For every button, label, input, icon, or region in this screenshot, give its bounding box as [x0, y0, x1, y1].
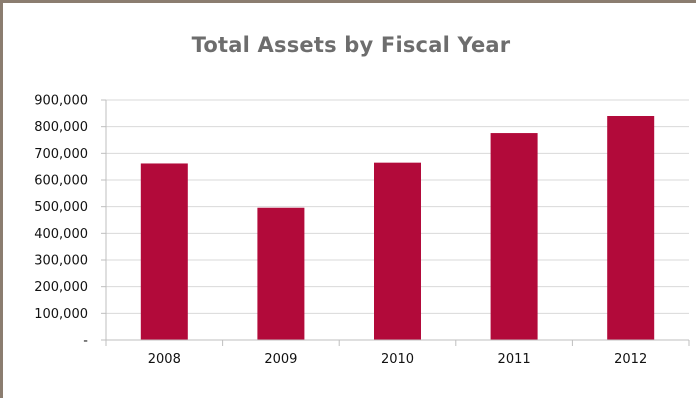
y-tick-label: -	[83, 334, 88, 349]
bars	[140, 116, 655, 340]
y-tick-label: 200,000	[34, 280, 88, 295]
y-tick-label: 400,000	[34, 227, 88, 242]
x-tick-label: 2008	[148, 352, 181, 367]
y-tick-label: 600,000	[34, 174, 88, 189]
bar-2008	[140, 163, 188, 340]
y-tick-label: 300,000	[34, 254, 88, 269]
y-tick-label: 700,000	[34, 147, 88, 162]
bar-2012	[607, 116, 655, 340]
chart-title: Total Assets by Fiscal Year	[191, 33, 511, 57]
x-tick-label: 2010	[381, 352, 414, 367]
axes	[101, 99, 690, 346]
y-tick-label: 500,000	[34, 200, 88, 215]
bar-2011	[490, 133, 538, 340]
bar-2010	[374, 162, 421, 340]
y-tick-label: 800,000	[34, 120, 88, 135]
bar-chart: - 100,000 200,000 300,000 400,000 500,000 600,…	[34, 94, 690, 368]
bar-2009	[257, 207, 305, 340]
y-tick-label: 100,000	[34, 307, 88, 322]
x-tick-label: 2011	[498, 352, 531, 367]
x-tick-label: 2012	[614, 352, 647, 367]
x-tick-label: 2009	[264, 352, 297, 367]
tick-labels: - 100,000 200,000 300,000 400,000 500,000 600,…	[34, 94, 647, 368]
y-tick-label: 900,000	[34, 94, 88, 109]
